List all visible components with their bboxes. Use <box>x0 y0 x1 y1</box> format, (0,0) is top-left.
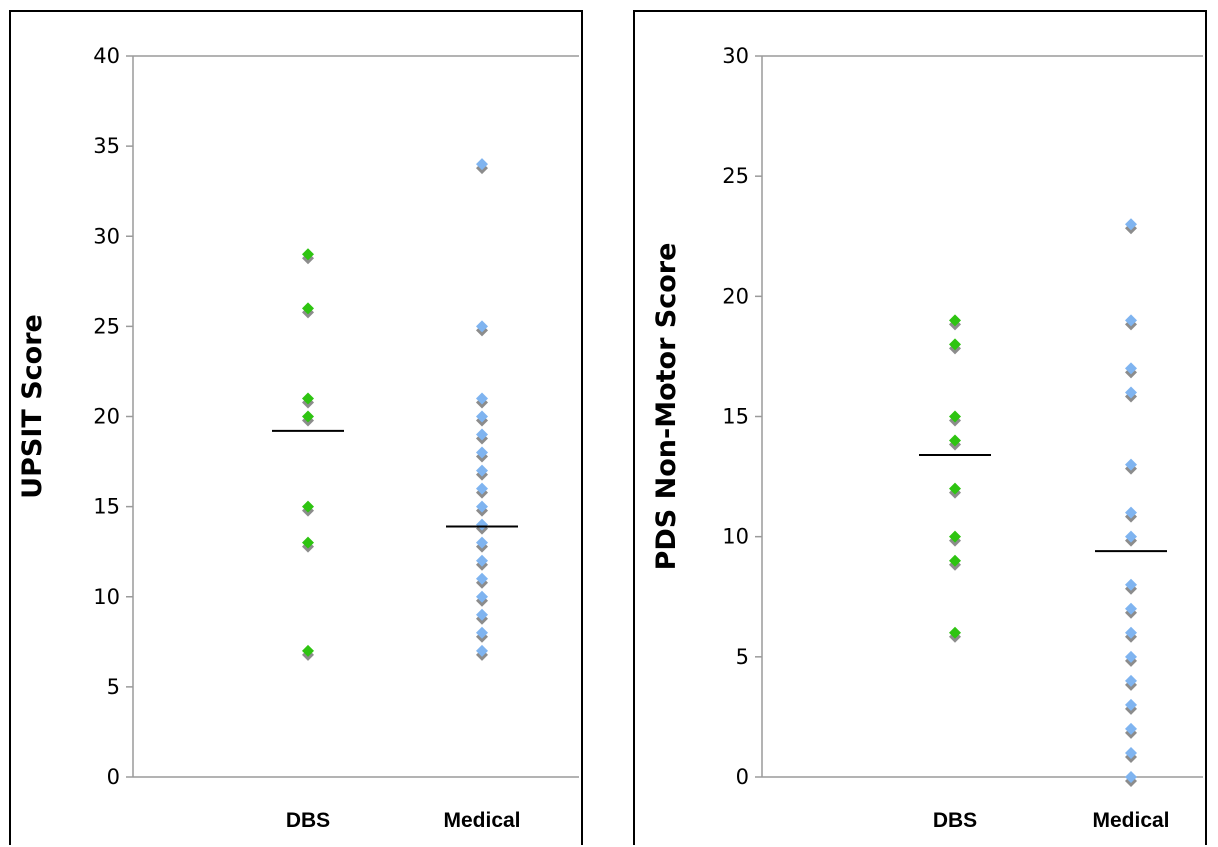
data-point <box>476 554 488 567</box>
data-point <box>1125 314 1137 327</box>
y-tick-label: 0 <box>107 765 120 789</box>
y-tick-label: 20 <box>722 284 749 308</box>
data-point <box>476 518 488 531</box>
y-tick-label: 5 <box>107 675 120 699</box>
y-axis-title: PDS Non-Motor Score <box>651 243 682 571</box>
data-point <box>476 608 488 621</box>
y-tick-label: 15 <box>93 495 120 519</box>
y-tick-label: 25 <box>722 164 749 188</box>
data-point <box>1125 458 1137 471</box>
y-tick-label: 30 <box>93 224 120 248</box>
data-point <box>302 644 314 657</box>
data-point <box>476 464 488 477</box>
y-tick-label: 0 <box>736 765 749 789</box>
data-point <box>949 530 961 543</box>
data-point <box>476 428 488 441</box>
data-point <box>476 392 488 405</box>
y-tick-label: 20 <box>93 405 120 429</box>
data-point <box>476 572 488 585</box>
data-point <box>302 248 314 261</box>
data-point <box>949 434 961 447</box>
data-point <box>1125 530 1137 543</box>
data-point <box>1125 698 1137 711</box>
data-point <box>1125 771 1137 783</box>
data-point <box>1125 602 1137 615</box>
data-point <box>476 158 488 171</box>
data-point <box>476 446 488 459</box>
data-point <box>949 410 961 423</box>
data-point <box>1125 578 1137 591</box>
data-point <box>476 536 488 549</box>
x-category-label: Medical <box>1092 809 1169 832</box>
x-category-label: DBS <box>286 809 330 832</box>
data-point <box>476 482 488 495</box>
data-point <box>1125 386 1137 399</box>
y-tick-label: 40 <box>93 44 120 68</box>
data-point <box>476 626 488 639</box>
data-point <box>1125 674 1137 687</box>
data-point <box>1125 626 1137 639</box>
data-point <box>1125 650 1137 663</box>
upsit-chart-panel: 0 5 10 15 20 25 30 35 40 DBS Medical UPSIT Score <box>9 10 583 845</box>
data-point <box>1125 722 1137 735</box>
data-point <box>476 500 488 513</box>
y-tick-label: 10 <box>93 585 120 609</box>
pds-chart-panel: 0 5 10 15 20 25 30 DBS Medical PDS Non-Motor Scor… <box>633 10 1207 845</box>
y-axis-title: UPSIT Score <box>17 314 48 499</box>
data-point <box>949 626 961 639</box>
data-point <box>302 410 314 423</box>
data-point <box>476 320 488 333</box>
y-tick-label: 35 <box>93 134 120 158</box>
data-point <box>949 482 961 495</box>
x-category-label: DBS <box>933 809 977 832</box>
x-category-label: Medical <box>443 809 520 832</box>
data-point <box>949 338 961 351</box>
data-point <box>1125 746 1137 759</box>
y-tick-label: 5 <box>736 645 749 669</box>
y-tick-label: 30 <box>722 44 749 68</box>
data-point <box>1125 506 1137 519</box>
data-point <box>302 536 314 549</box>
y-tick-label: 15 <box>722 405 749 429</box>
pds-chart: 0 5 10 15 20 25 30 DBS Medical PDS Non-Motor Scor… <box>651 44 1203 832</box>
data-point <box>1125 218 1137 231</box>
data-point <box>949 554 961 567</box>
data-point <box>476 410 488 423</box>
data-point <box>302 302 314 315</box>
y-tick-label: 25 <box>93 314 120 338</box>
data-point <box>1125 362 1137 375</box>
data-point <box>302 392 314 405</box>
data-point <box>476 590 488 603</box>
data-point <box>949 314 961 327</box>
y-tick-label: 10 <box>722 525 749 549</box>
data-point <box>476 644 488 657</box>
upsit-chart: 0 5 10 15 20 25 30 35 40 DBS Medical UPSIT Score <box>17 44 579 832</box>
data-point <box>302 500 314 513</box>
